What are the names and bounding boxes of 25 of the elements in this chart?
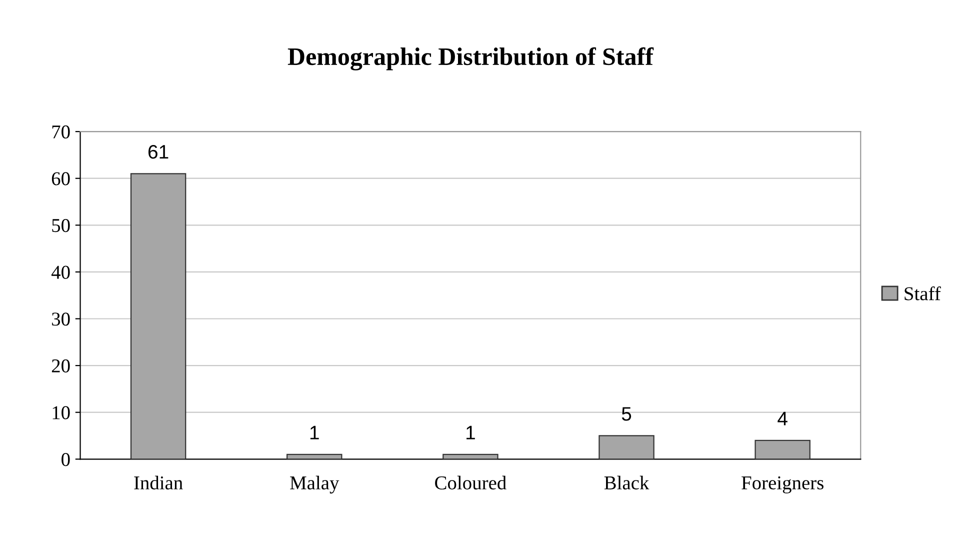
bar [286, 454, 342, 460]
bar [442, 454, 498, 460]
y-tick-label: 70 [52, 125, 70, 139]
x-tick-label: Malay [290, 476, 340, 494]
x-tick-label: Indian [134, 476, 183, 490]
y-tick-label: 20 [52, 359, 70, 372]
x-tick-label: Coloured [435, 476, 506, 490]
y-tick-label: 50 [52, 218, 70, 232]
x-tick-label: Foreigners [742, 476, 824, 494]
y-tick-label: 0 [62, 452, 70, 466]
x-tick-label: Black [604, 476, 650, 490]
data-label: 4 [778, 412, 788, 426]
y-tick-label: 30 [52, 312, 70, 326]
bar [598, 435, 654, 460]
bar [130, 173, 186, 460]
legend-label: Staff [904, 286, 941, 300]
chart-title: Demographic Distribution of Staff [288, 47, 654, 70]
data-label: 1 [466, 426, 475, 440]
y-tick-label: 10 [52, 406, 70, 420]
y-tick-label: 60 [52, 172, 70, 186]
data-label: 61 [148, 144, 168, 159]
data-label: 1 [310, 426, 319, 440]
bar [754, 440, 810, 460]
data-label: 5 [622, 407, 632, 421]
y-tick-label: 40 [51, 266, 70, 279]
